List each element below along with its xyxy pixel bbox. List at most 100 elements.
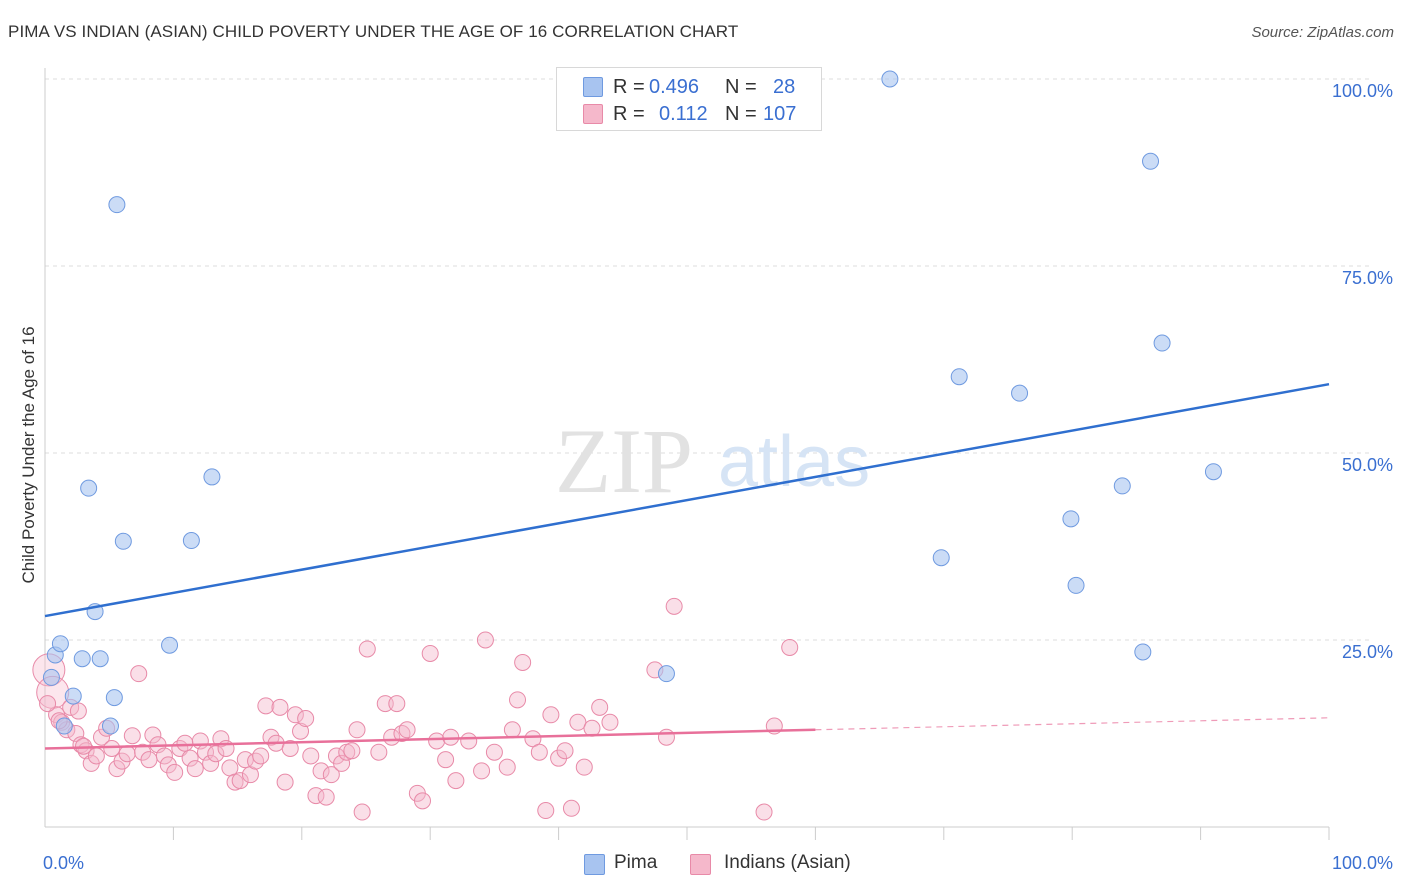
indian-point — [421, 644, 439, 662]
indian-point — [343, 742, 361, 760]
indian-point — [252, 747, 270, 765]
pima-point — [203, 468, 221, 486]
pima-point — [1142, 152, 1160, 170]
chart-title: PIMA VS INDIAN (ASIAN) CHILD POVERTY UND… — [8, 22, 739, 41]
indian-point — [601, 713, 619, 731]
indian-point — [514, 653, 532, 671]
indian-point — [348, 721, 366, 739]
indian-point — [569, 713, 587, 731]
indian-point — [317, 788, 335, 806]
indian-points — [32, 597, 799, 821]
indian-point — [241, 766, 259, 784]
pima-point — [1153, 334, 1171, 352]
bottom-legend-label-indian: Indians (Asian) — [724, 852, 851, 873]
x-tick-label: 100.0% — [1332, 853, 1393, 873]
indian-point — [503, 721, 521, 739]
indian-point — [322, 766, 340, 784]
indian-point — [118, 745, 136, 763]
indian-point — [413, 792, 431, 810]
pima-point — [932, 549, 950, 567]
indian-point — [562, 799, 580, 817]
pima-point — [182, 532, 200, 550]
pima-point — [73, 650, 91, 668]
pima-point — [161, 636, 179, 654]
indian-point — [103, 739, 121, 757]
indian-point — [447, 772, 465, 790]
indian-point — [398, 721, 416, 739]
y-tick-label: 100.0% — [1332, 81, 1393, 101]
bottom-legend-swatch-pima — [584, 854, 605, 875]
indian-point — [353, 803, 371, 821]
indian-point — [130, 665, 148, 683]
indian-point — [140, 751, 158, 769]
indian-point — [186, 760, 204, 778]
indian-point — [276, 773, 294, 791]
indian-point — [428, 732, 446, 750]
axis-layer — [44, 68, 1330, 840]
indian-point — [358, 640, 376, 658]
indian-point — [556, 742, 574, 760]
indian-point — [207, 745, 225, 763]
indian-point — [271, 698, 289, 716]
indian-point — [312, 762, 330, 780]
legend-n-value-indian: 107 — [763, 102, 797, 125]
y-tick-label: 25.0% — [1342, 642, 1393, 662]
indian-point — [509, 691, 527, 709]
indian-point — [530, 743, 548, 761]
tick-labels: 25.0% 50.0% 75.0% 100.0% 0.0% 100.0% — [43, 81, 1393, 873]
pima-point — [55, 717, 73, 735]
pima-point — [881, 70, 899, 88]
bottom-legend-label-pima: Pima — [614, 852, 658, 873]
pima-point — [105, 689, 123, 707]
pima-point — [657, 665, 675, 683]
legend-n-label: N = — [725, 102, 757, 125]
indian-point — [155, 747, 173, 765]
indian-point — [212, 730, 230, 748]
indian-point — [657, 728, 675, 746]
legend-swatch-pima — [583, 77, 603, 97]
indian-trendline — [44, 728, 816, 750]
legend-r-value-indian: 0.112 — [659, 102, 708, 125]
indian-point — [755, 803, 773, 821]
legend-swatch-indian — [583, 104, 603, 124]
pima-point — [950, 368, 968, 386]
indian-point — [437, 751, 455, 769]
pima-point — [64, 687, 82, 705]
pima-point — [42, 668, 60, 686]
indian-point — [460, 732, 478, 750]
indian-point — [92, 728, 110, 746]
pima-point — [101, 717, 119, 735]
watermark-atlas: atlas — [718, 422, 870, 502]
indian-point — [476, 631, 494, 649]
indian-trendline-extension — [815, 717, 1330, 731]
x-tick-label: 0.0% — [43, 853, 84, 873]
indian-point — [297, 710, 315, 728]
pima-point — [114, 532, 132, 550]
pima-point — [1011, 384, 1029, 402]
indian-point — [166, 763, 184, 781]
indian-point — [202, 754, 220, 772]
indian-point — [542, 706, 560, 724]
indian-point — [537, 802, 555, 820]
indian-point — [302, 747, 320, 765]
indian-point — [370, 743, 388, 761]
pima-point — [91, 650, 109, 668]
indian-point — [333, 754, 351, 772]
indian-point — [575, 758, 593, 776]
pima-point — [1204, 463, 1222, 481]
legend-r-value-pima: 0.496 — [649, 75, 700, 98]
indian-point — [485, 743, 503, 761]
watermark: ZIP atlas — [555, 410, 870, 512]
grid-layer — [45, 78, 1369, 641]
pima-point — [1062, 510, 1080, 528]
indian-point — [176, 734, 194, 752]
watermark-zip: ZIP — [555, 410, 693, 512]
pima-point — [1067, 576, 1085, 594]
pima-point — [1134, 643, 1152, 661]
indian-point — [69, 702, 87, 720]
indian-point — [181, 749, 199, 767]
indian-point — [665, 597, 683, 615]
indian-point — [221, 759, 239, 777]
indian-point — [281, 739, 299, 757]
